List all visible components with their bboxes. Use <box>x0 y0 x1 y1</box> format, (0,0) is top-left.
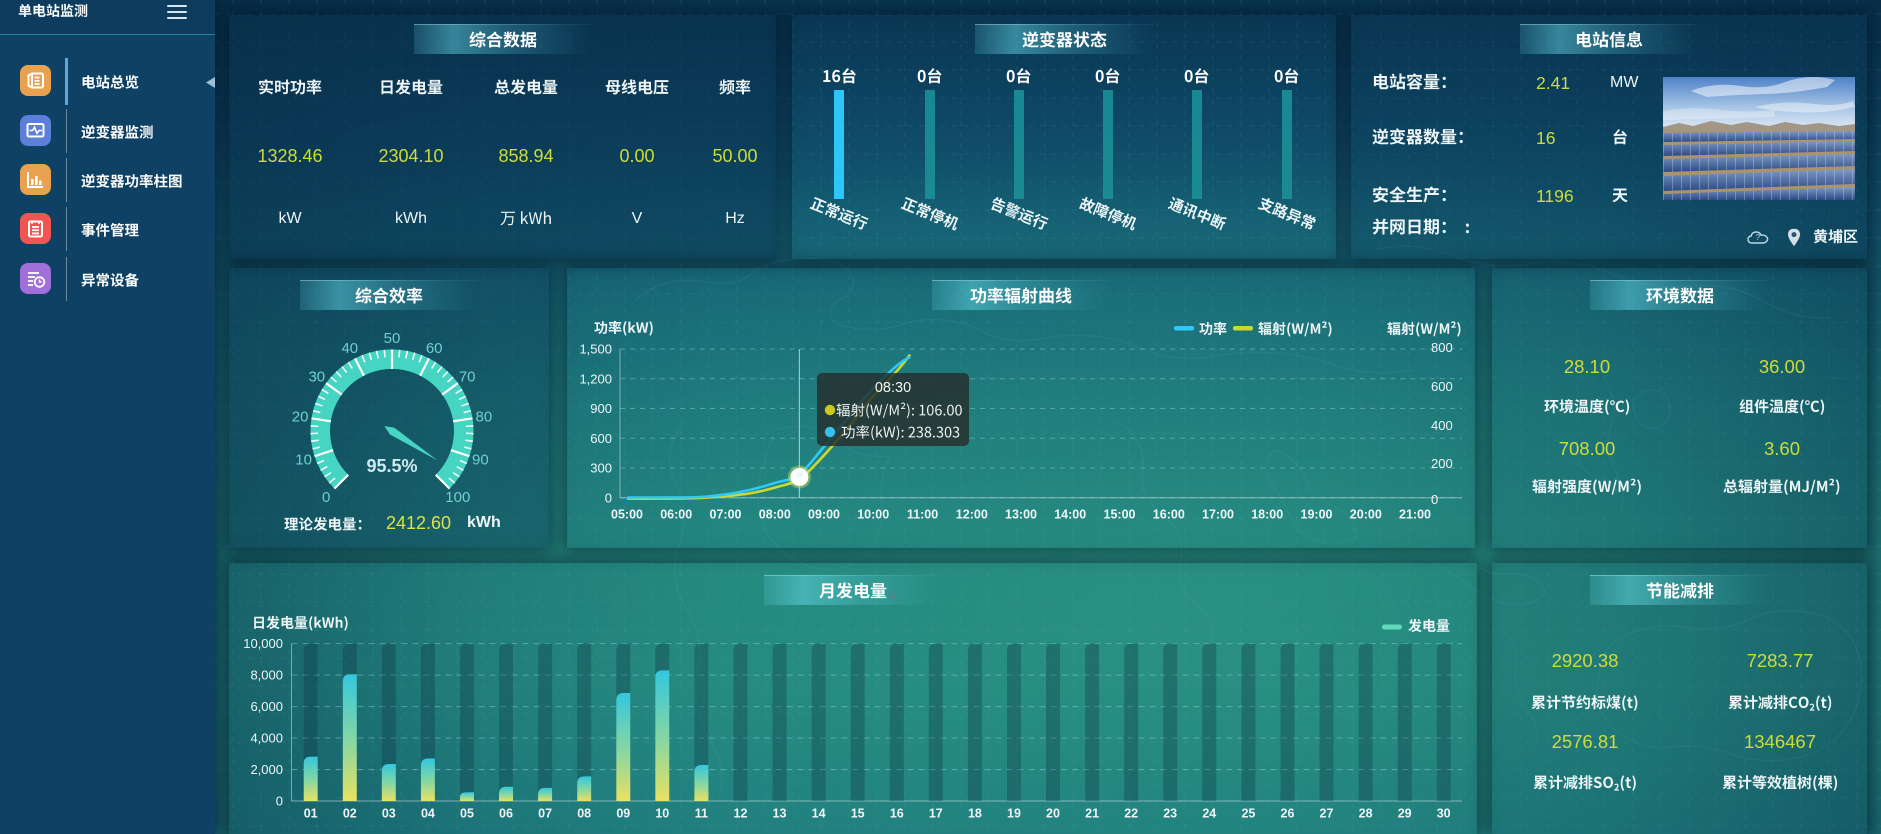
svg-text:03: 03 <box>382 807 396 821</box>
svg-text:300: 300 <box>590 461 612 476</box>
svg-text:19: 19 <box>1007 807 1021 821</box>
svg-text:1,200: 1,200 <box>579 371 612 386</box>
svg-text:19:00: 19:00 <box>1301 508 1333 522</box>
svg-text:11: 11 <box>695 807 708 821</box>
svg-text:07:00: 07:00 <box>710 508 742 522</box>
svg-text:?: ? <box>1756 233 1761 242</box>
svg-text:12: 12 <box>734 807 748 821</box>
svg-text:04: 04 <box>421 807 435 821</box>
svg-text:17:00: 17:00 <box>1202 508 1234 522</box>
svg-text:05:00: 05:00 <box>611 508 643 522</box>
svg-text:27: 27 <box>1320 807 1334 821</box>
svg-text:26: 26 <box>1281 807 1295 821</box>
svg-text:40: 40 <box>341 340 358 357</box>
svg-text:20: 20 <box>1046 807 1060 821</box>
svg-text:0: 0 <box>276 794 283 809</box>
svg-text:18:00: 18:00 <box>1251 508 1283 522</box>
svg-text:09: 09 <box>616 807 630 821</box>
svg-text:50: 50 <box>384 330 401 347</box>
svg-text:14: 14 <box>812 807 826 821</box>
svg-text:01: 01 <box>304 807 318 821</box>
svg-text:70: 70 <box>459 368 476 385</box>
svg-text:06: 06 <box>499 807 513 821</box>
svg-text:30: 30 <box>1437 807 1451 821</box>
svg-text:07: 07 <box>538 807 552 821</box>
svg-text:14:00: 14:00 <box>1054 508 1086 522</box>
svg-text:13:00: 13:00 <box>1005 508 1037 522</box>
svg-text:18: 18 <box>968 807 982 821</box>
svg-text:15:00: 15:00 <box>1104 508 1136 522</box>
svg-text:22: 22 <box>1124 807 1138 821</box>
svg-text:05: 05 <box>460 807 474 821</box>
svg-text:0: 0 <box>1431 492 1438 507</box>
svg-text:16: 16 <box>890 807 904 821</box>
svg-text:10: 10 <box>655 807 669 821</box>
svg-text:100: 100 <box>445 489 470 506</box>
svg-text:6,000: 6,000 <box>250 699 283 714</box>
svg-text:10: 10 <box>295 452 312 469</box>
svg-text:10:00: 10:00 <box>857 508 889 522</box>
svg-text:10,000: 10,000 <box>243 636 283 651</box>
svg-text:09:00: 09:00 <box>808 508 840 522</box>
svg-text:800: 800 <box>1431 340 1453 355</box>
svg-text:600: 600 <box>1431 379 1453 394</box>
svg-text:11:00: 11:00 <box>907 508 938 522</box>
svg-text:12:00: 12:00 <box>956 508 988 522</box>
svg-text:8,000: 8,000 <box>250 668 283 683</box>
svg-text:60: 60 <box>426 340 443 357</box>
svg-text:400: 400 <box>1431 418 1453 433</box>
svg-text:80: 80 <box>476 408 493 425</box>
svg-text:28: 28 <box>1359 807 1373 821</box>
svg-text:02: 02 <box>343 807 357 821</box>
svg-text:1,500: 1,500 <box>579 342 612 357</box>
svg-text:16:00: 16:00 <box>1153 508 1185 522</box>
svg-text:30: 30 <box>308 368 325 385</box>
svg-text:24: 24 <box>1202 807 1216 821</box>
svg-text:17: 17 <box>929 807 943 821</box>
svg-text:13: 13 <box>773 807 787 821</box>
svg-text:25: 25 <box>1241 807 1255 821</box>
svg-text:4,000: 4,000 <box>250 731 283 746</box>
svg-text:600: 600 <box>590 431 612 446</box>
svg-text:21: 21 <box>1085 807 1099 821</box>
svg-text:20: 20 <box>292 408 309 425</box>
svg-text:20:00: 20:00 <box>1350 508 1382 522</box>
svg-text:06:00: 06:00 <box>660 508 692 522</box>
svg-text:200: 200 <box>1431 456 1453 471</box>
svg-text:23: 23 <box>1163 807 1177 821</box>
svg-text:90: 90 <box>472 452 489 469</box>
svg-text:900: 900 <box>590 401 612 416</box>
svg-text:0: 0 <box>322 489 330 506</box>
svg-text:29: 29 <box>1398 807 1412 821</box>
svg-text:2,000: 2,000 <box>250 762 283 777</box>
svg-text:08: 08 <box>577 807 591 821</box>
svg-text:21:00: 21:00 <box>1399 508 1431 522</box>
svg-text:08:00: 08:00 <box>759 508 791 522</box>
svg-text:0: 0 <box>605 490 612 505</box>
svg-text:15: 15 <box>851 807 865 821</box>
